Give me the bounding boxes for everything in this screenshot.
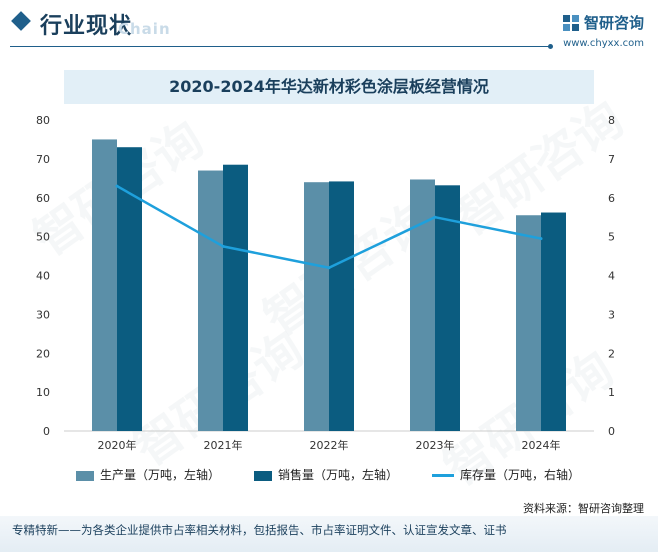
bar-sales — [117, 147, 142, 431]
legend-item-production[interactable]: 生产量（万吨，左轴） — [76, 466, 220, 483]
y-left-tick-label: 0 — [43, 425, 50, 438]
y-left-tick-label: 50 — [36, 231, 50, 244]
y-right-tick-label: 5 — [608, 231, 615, 244]
legend-item-inventory[interactable]: 库存量（万吨，右轴） — [432, 466, 580, 483]
y-left-tick-label: 10 — [36, 386, 50, 399]
x-tick-label: 2022年 — [310, 438, 349, 452]
brand[interactable]: 智研咨询 www.chyxx.com — [562, 12, 644, 49]
footer-text: 专精特新——为各类企业提供市占率相关材料，包括报告、市占率证明文件、认证宣发文章… — [12, 523, 507, 537]
legend-swatch-sales — [254, 470, 272, 481]
point-inventory — [433, 215, 437, 219]
y-right-tick-label: 3 — [608, 308, 615, 321]
y-left-tick-label: 70 — [36, 153, 50, 166]
header-subtitle: Chain — [118, 20, 171, 38]
x-tick-label: 2021年 — [204, 438, 243, 452]
x-tick-label: 2023年 — [416, 438, 455, 452]
brand-name: 智研咨询 — [583, 14, 644, 32]
legend: 生产量（万吨，左轴） 销售量（万吨，左轴） 库存量（万吨，右轴） — [76, 466, 616, 484]
point-inventory — [539, 237, 543, 241]
bar-production — [410, 179, 435, 431]
header-divider — [10, 46, 550, 47]
source-note: 资料来源：智研咨询整理 — [523, 502, 644, 515]
y-left-tick-label: 80 — [36, 114, 50, 127]
legend-item-sales[interactable]: 销售量（万吨，左轴） — [254, 466, 398, 483]
x-tick-label: 2020年 — [98, 438, 137, 452]
legend-swatch-production — [76, 470, 94, 481]
point-inventory — [327, 266, 331, 270]
header-divider-dot — [548, 44, 553, 49]
y-right-tick-label: 2 — [608, 347, 615, 360]
bar-sales — [329, 181, 354, 431]
bar-production — [516, 215, 541, 431]
y-right-tick-label: 7 — [608, 153, 615, 166]
bar-sales — [541, 212, 566, 431]
y-right-tick-label: 1 — [608, 386, 615, 399]
legend-label-production: 生产量（万吨，左轴） — [100, 468, 221, 482]
y-left-tick-label: 40 — [36, 270, 50, 283]
page-title: 行业现状 — [40, 14, 133, 39]
legend-line-inventory — [432, 474, 454, 477]
y-left-tick-label: 20 — [36, 347, 50, 360]
point-inventory — [221, 244, 225, 248]
brand-logo-icon — [562, 14, 579, 31]
y-right-tick-label: 8 — [608, 114, 615, 127]
chart-title: 2020-2024年华达新材彩色涂层板经营情况 — [64, 70, 594, 104]
footer: 专精特新——为各类企业提供市占率相关材料，包括报告、市占率证明文件、认证宣发文章… — [0, 516, 658, 552]
y-right-tick-label: 6 — [608, 192, 615, 205]
point-inventory — [115, 184, 119, 188]
bar-production — [92, 139, 117, 431]
y-right-tick-label: 4 — [608, 270, 615, 283]
header: 行业现状 Chain 智研咨询 www.chyxx.com — [0, 0, 658, 50]
bar-production — [198, 170, 223, 431]
y-right-tick-label: 0 — [608, 425, 615, 438]
legend-label-inventory: 库存量（万吨，右轴） — [460, 468, 581, 482]
y-left-tick-label: 60 — [36, 192, 50, 205]
x-tick-label: 2024年 — [522, 438, 561, 452]
y-left-tick-label: 30 — [36, 308, 50, 321]
bar-sales — [435, 185, 460, 431]
bar-production — [304, 182, 329, 431]
legend-label-sales: 销售量（万吨，左轴） — [278, 468, 399, 482]
brand-url[interactable]: www.chyxx.com — [563, 38, 644, 49]
bar-sales — [223, 164, 248, 432]
